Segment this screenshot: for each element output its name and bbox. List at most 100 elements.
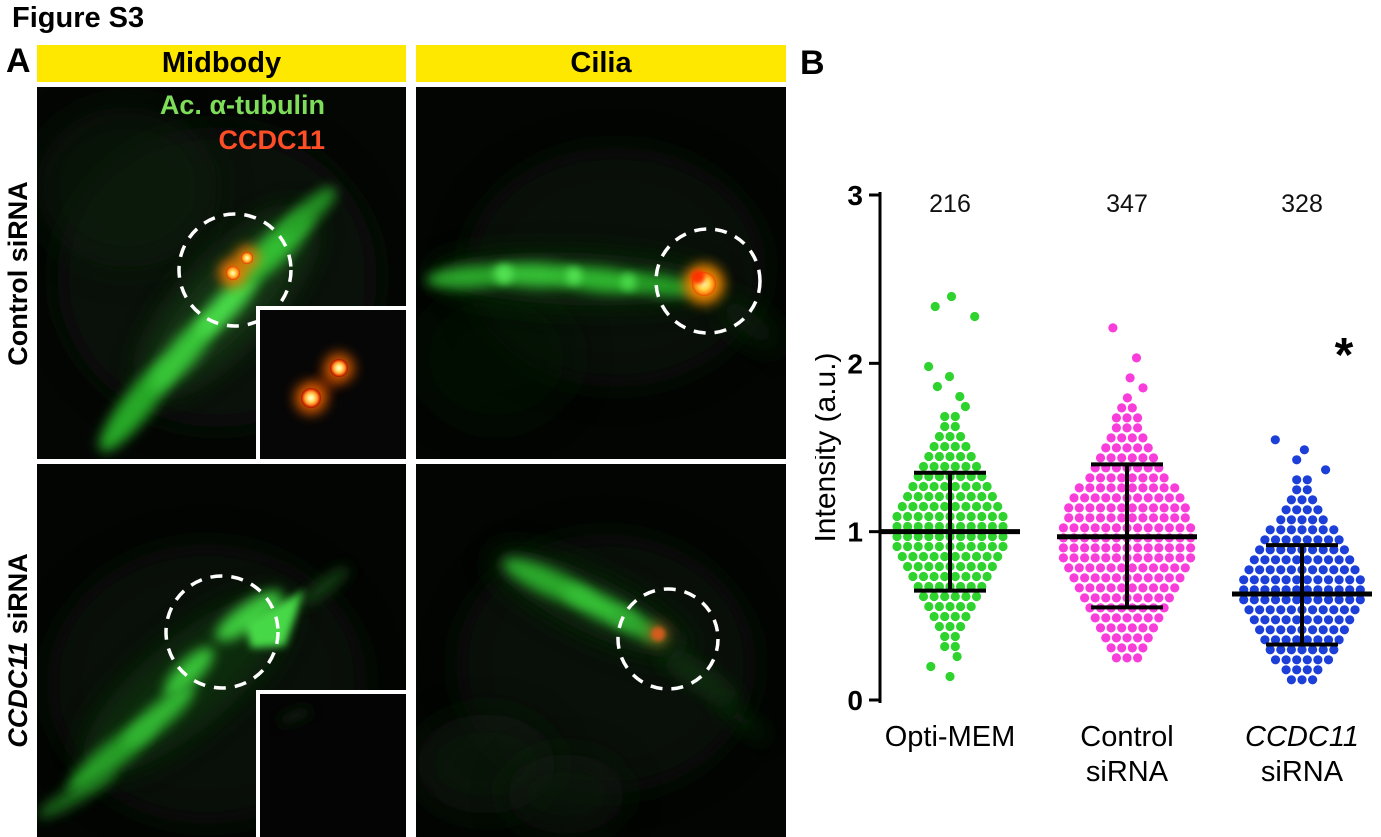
- data-point: [1090, 523, 1100, 533]
- data-point: [1265, 565, 1275, 575]
- data-point: [1318, 645, 1328, 655]
- panel-b-label: B: [800, 44, 825, 82]
- data-point: [903, 511, 913, 522]
- data-point: [913, 531, 923, 542]
- row-label-ccdc11-sirna: CCDC11 siRNA: [0, 464, 36, 837]
- data-point: [913, 511, 923, 522]
- data-point: [977, 491, 987, 502]
- data-point: [1154, 553, 1164, 563]
- data-point: [1106, 583, 1116, 593]
- data-point: [1133, 593, 1143, 603]
- data-point: [929, 481, 939, 492]
- data-point: [1133, 653, 1143, 663]
- data-point: [1117, 563, 1127, 573]
- data-point: [1350, 605, 1360, 615]
- data-point: [950, 641, 960, 652]
- data-point: [1131, 353, 1142, 363]
- data-point: [1286, 605, 1296, 615]
- data-point: [966, 511, 976, 522]
- data-point: [987, 541, 997, 552]
- data-point: [1170, 503, 1180, 513]
- data-point: [1127, 513, 1137, 523]
- data-point: [1143, 543, 1153, 553]
- data-point: [1281, 615, 1291, 625]
- data-point: [982, 501, 992, 512]
- data-point: [987, 511, 997, 522]
- data-point: [1117, 513, 1127, 523]
- data-point: [1164, 523, 1174, 533]
- data-point: [1127, 453, 1137, 463]
- data-point: [1292, 555, 1302, 565]
- data-point: [918, 461, 929, 472]
- data-point: [966, 601, 976, 612]
- data-point: [897, 551, 907, 562]
- data-point: [1313, 505, 1323, 515]
- data-point: [1308, 565, 1318, 575]
- data-point: [929, 501, 939, 512]
- data-point: [1143, 613, 1153, 623]
- data-point: [993, 551, 1003, 562]
- data-point: [1090, 553, 1100, 563]
- data-point: [1159, 483, 1169, 493]
- data-point: [1058, 553, 1068, 563]
- data-point: [1265, 625, 1275, 635]
- data-point: [1164, 573, 1174, 583]
- data-point: [934, 511, 944, 522]
- data-point: [1125, 373, 1135, 383]
- data-point: [1122, 613, 1132, 623]
- data-point: [1074, 503, 1084, 513]
- data-point: [1170, 563, 1180, 573]
- data-point: [1069, 543, 1079, 553]
- data-point: [1111, 523, 1121, 533]
- data-point: [934, 491, 944, 502]
- data-point: [1069, 553, 1079, 563]
- data-point: [908, 551, 918, 562]
- data-point: [1318, 625, 1328, 635]
- data-point: [987, 521, 997, 532]
- data-point: [1117, 473, 1127, 483]
- data-point: [1323, 535, 1334, 545]
- data-point: [998, 541, 1008, 552]
- data-point: [1159, 583, 1169, 593]
- data-point: [993, 501, 1003, 512]
- data-point: [982, 551, 992, 562]
- data-point: [1085, 563, 1095, 573]
- data-point: [1101, 573, 1111, 583]
- data-point: [940, 461, 950, 472]
- data-point: [1143, 493, 1153, 503]
- data-point: [1111, 613, 1121, 623]
- data-point: [1170, 583, 1180, 593]
- data-point: [1106, 503, 1116, 513]
- data-point: [1143, 633, 1153, 643]
- data-point: [1117, 623, 1127, 633]
- data-point: [1260, 635, 1270, 645]
- data-point: [929, 461, 939, 472]
- data-point: [913, 521, 923, 532]
- data-point: [966, 531, 976, 542]
- micrograph-control-cilia-image: [416, 87, 786, 459]
- data-point: [934, 561, 944, 572]
- data-point: [961, 611, 971, 622]
- data-point: [1276, 545, 1286, 555]
- data-point: [924, 561, 934, 572]
- data-point: [950, 481, 960, 492]
- data-point: [1276, 605, 1286, 615]
- data-point: [1133, 413, 1143, 423]
- data-point: [1265, 525, 1275, 535]
- data-point: [1175, 493, 1185, 503]
- data-point: [1122, 413, 1132, 423]
- data-point: [961, 571, 971, 582]
- data-point: [1302, 475, 1312, 485]
- data-point: [1339, 565, 1349, 575]
- data-point: [1101, 633, 1111, 643]
- data-point: [1313, 555, 1323, 565]
- data-point: [1286, 675, 1296, 685]
- data-point: [924, 541, 934, 552]
- data-point: [1244, 605, 1254, 615]
- data-point: [1302, 595, 1312, 605]
- y-axis-title: Intensity (a.u.): [815, 352, 842, 542]
- data-point: [1265, 545, 1275, 555]
- data-point: [1329, 525, 1339, 535]
- data-point: [1281, 595, 1291, 605]
- data-point: [930, 301, 940, 312]
